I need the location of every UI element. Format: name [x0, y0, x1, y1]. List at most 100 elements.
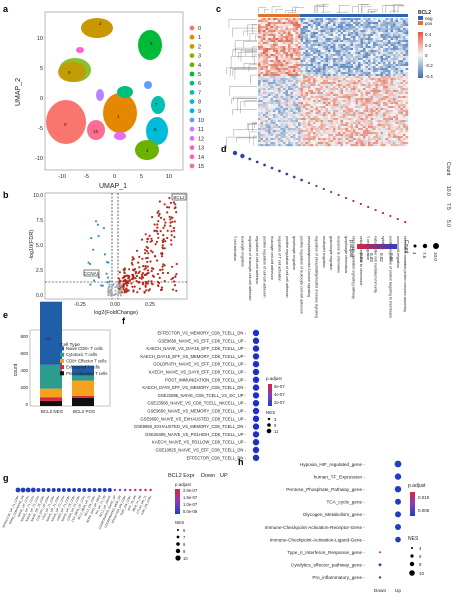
- volcano-point-up: [158, 281, 161, 285]
- heatmap-cell: [315, 96, 319, 99]
- heatmap-cell: [330, 76, 334, 79]
- heatmap-cell: [265, 142, 269, 145]
- heatmap-cell: [298, 54, 301, 57]
- heatmap-cell: [375, 24, 379, 27]
- heatmap-cell: [373, 52, 376, 55]
- heatmap-cell: [305, 58, 309, 61]
- heatmap-cell: [328, 140, 331, 143]
- heatmap-cell: [400, 142, 404, 145]
- heatmap-cell: [290, 54, 294, 57]
- heatmap-cell: [258, 26, 261, 29]
- heatmap-cell: [375, 90, 379, 93]
- heatmap-cell: [393, 36, 396, 39]
- go-term-dot: [337, 193, 340, 197]
- plot-frame: [44, 192, 188, 300]
- heatmap-cell: [375, 108, 379, 111]
- heatmap-cell: [298, 66, 301, 69]
- heatmap-cell: [298, 94, 301, 97]
- heatmap-cell: [365, 72, 369, 75]
- heatmap-cell: [375, 138, 379, 141]
- heatmap-cell: [403, 126, 406, 129]
- heatmap-cell: [363, 26, 366, 29]
- heatmap-cell: [315, 54, 319, 57]
- heatmap-cell: [328, 62, 331, 65]
- heatmap-cell: [393, 98, 396, 101]
- heatmap-cell: [285, 102, 289, 105]
- heatmap-cell: [343, 24, 346, 27]
- heatmap-cell: [283, 114, 286, 117]
- heatmap-cell: [353, 142, 356, 145]
- heatmap-cell: [355, 30, 359, 33]
- heatmap-cell: [295, 54, 299, 57]
- heatmap-cell: [373, 78, 376, 81]
- heatmap-cell: [313, 102, 316, 105]
- heatmap-cell: [350, 50, 354, 53]
- heatmap-cell: [353, 80, 356, 83]
- heatmap-cell: [350, 60, 354, 63]
- heatmap-cell: [363, 114, 366, 117]
- heatmap-cell: [340, 140, 344, 143]
- heatmap-cell: [300, 34, 304, 37]
- heatmap-cell: [348, 102, 351, 105]
- heatmap-cell: [343, 46, 346, 49]
- heatmap-cell: [278, 134, 281, 137]
- heatmap-cell: [335, 32, 339, 35]
- heatmap-cell: [380, 122, 384, 125]
- svg-text:BCL2 NEG: BCL2 NEG: [41, 409, 64, 414]
- bar-segment: [40, 388, 62, 398]
- heatmap-cell: [345, 80, 349, 83]
- heatmap-cell: [403, 94, 406, 97]
- heatmap-cell: [283, 28, 286, 31]
- heatmap-cell: [278, 130, 281, 133]
- heatmap-cell: [385, 112, 389, 115]
- heatmap-cell: [385, 26, 389, 29]
- heatmap-cell: [380, 142, 384, 145]
- heatmap-cell: [335, 20, 339, 23]
- heatmap-cell: [398, 86, 401, 89]
- heatmap-cell: [383, 68, 386, 71]
- heatmap-cell: [355, 94, 359, 97]
- heatmap-cell: [363, 40, 366, 43]
- heatmap-cell: [303, 104, 306, 107]
- legend-swatch: [189, 80, 195, 86]
- h-term-label: Cytolytics_effector_pathway_gene -: [291, 563, 366, 568]
- heatmap-cell: [328, 116, 331, 119]
- heatmap-cell: [398, 106, 401, 109]
- heatmap-cell: [283, 136, 286, 139]
- heatmap-cell: [360, 60, 364, 63]
- heatmap-cell: [320, 108, 324, 111]
- heatmap-cell: [265, 108, 269, 111]
- svg-text:600: 600: [20, 351, 28, 356]
- heatmap-cell: [300, 42, 304, 45]
- heatmap-cell: [303, 18, 306, 21]
- heatmap-cell: [403, 64, 406, 67]
- heatmap-cell: [308, 46, 311, 49]
- heatmap-cell: [283, 82, 286, 85]
- heatmap-cell: [398, 44, 401, 47]
- heatmap-cell: [365, 102, 369, 105]
- heatmap-cell: [330, 98, 334, 101]
- heatmap-cell: [378, 108, 381, 111]
- heatmap-cell: [293, 80, 296, 83]
- heatmap-cell: [258, 68, 261, 71]
- heatmap-cell: [288, 128, 291, 131]
- heatmap-cell: [263, 110, 266, 113]
- heatmap-cell: [360, 128, 364, 131]
- volcano-point-up: [146, 240, 149, 243]
- heatmap-cell: [383, 100, 386, 103]
- heatmap-cell: [348, 20, 351, 23]
- heatmap-cell: [275, 108, 279, 111]
- heatmap-cell: [388, 128, 391, 131]
- heatmap-cell: [385, 114, 389, 117]
- heatmap-cell: [400, 122, 404, 125]
- heatmap-cell: [300, 142, 304, 145]
- heatmap-cell: [343, 58, 346, 61]
- heatmap-cell: [268, 28, 271, 31]
- heatmap-cell: [363, 62, 366, 65]
- heatmap-cell: [318, 142, 321, 145]
- heatmap-cell: [323, 90, 326, 93]
- heatmap-cell: [333, 40, 336, 43]
- volcano-point-up: [161, 271, 165, 275]
- heatmap-cell: [403, 90, 406, 93]
- heatmap-cell: [310, 108, 314, 111]
